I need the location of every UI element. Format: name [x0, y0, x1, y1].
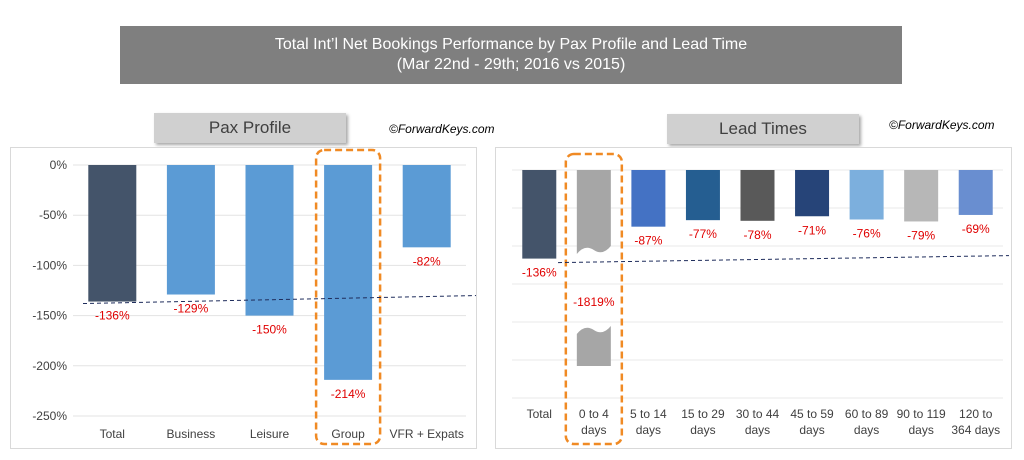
- x-tick-label: 364 days: [951, 423, 1000, 437]
- x-tick-label: Business: [167, 427, 216, 441]
- bar-15-to-29-days: [685, 170, 720, 221]
- x-tick-label: 30 to 44: [736, 407, 780, 421]
- pax-profile-chart: 0% -50% -100% -150% -200% -250% -136% Total -129…: [32, 148, 477, 446]
- value-label-60-to-89-days: -76%: [853, 227, 881, 241]
- x-tick-label: 5 to 14: [630, 407, 667, 421]
- x-tick-label: days: [690, 423, 715, 437]
- x-tick-label: 45 to 59: [790, 407, 834, 421]
- bar-total: [522, 170, 557, 259]
- value-label-business: -129%: [174, 302, 209, 316]
- bar-45-to-59-days: [795, 170, 830, 217]
- x-tick-label: 15 to 29: [681, 407, 725, 421]
- bar-total: [88, 165, 137, 302]
- value-label-0-to-4-days: -1819%: [573, 295, 615, 309]
- y-tick-label: -250%: [32, 409, 67, 423]
- copyright-right: ©ForwardKeys.com: [889, 118, 995, 132]
- value-label-total: -136%: [522, 266, 557, 280]
- x-tick-label: days: [581, 423, 606, 437]
- x-tick-label: days: [908, 423, 933, 437]
- value-label-5-to-14-days: -87%: [634, 234, 662, 248]
- x-tick-label: Total: [100, 427, 125, 441]
- highlight-box: [564, 152, 624, 446]
- bar-leisure: [245, 165, 294, 316]
- value-label-45-to-59-days: -71%: [798, 223, 826, 237]
- value-label-120-to-364-days: -69%: [962, 222, 990, 236]
- x-tick-label: days: [799, 423, 824, 437]
- x-tick-label: 90 to 119: [897, 407, 946, 421]
- x-tick-label: days: [636, 423, 661, 437]
- bar-90-to-119-days: [904, 170, 939, 222]
- value-label-vfr-expats: -82%: [413, 254, 441, 268]
- pax-profile-panel: 0% -50% -100% -150% -200% -250% -136% Total -129…: [10, 147, 477, 449]
- bar-0-to-4-days-lower: [576, 326, 611, 366]
- x-tick-label: 60 to 89: [845, 407, 889, 421]
- x-tick-label: VFR + Expats: [390, 427, 464, 441]
- value-label-30-to-44-days: -78%: [743, 228, 771, 242]
- lead-times-chart: -136% Total -1819% 0 to 4 days -87% 5 to 14 day…: [512, 152, 1010, 446]
- y-tick-label: -50%: [39, 208, 67, 222]
- bar-120-to-364-days: [958, 170, 993, 215]
- chart-title-line1: Total Int’l Net Bookings Performance by …: [274, 36, 748, 53]
- benchmark-line: [557, 255, 1010, 264]
- bar-business: [166, 165, 215, 295]
- chart-title-line2: (Mar 22nd - 29th; 2016 vs 2015): [396, 56, 626, 73]
- bar-vfr-expats: [402, 165, 451, 248]
- value-label-15-to-29-days: -77%: [689, 227, 717, 241]
- value-label-group: -214%: [331, 387, 366, 401]
- y-tick-label: -100%: [32, 258, 67, 272]
- x-tick-label: 120 to: [959, 407, 993, 421]
- pax-profile-tab: Pax Profile: [154, 113, 346, 143]
- x-tick-label: Total: [527, 407, 552, 421]
- x-tick-label: Leisure: [250, 427, 290, 441]
- y-tick-label: 0%: [50, 158, 68, 172]
- bar-30-to-44-days: [740, 170, 775, 221]
- value-label-total: -136%: [95, 309, 130, 323]
- x-tick-label: Group: [331, 427, 365, 441]
- bar-group: [324, 165, 373, 380]
- lead-times-panel: -136% Total -1819% 0 to 4 days -87% 5 to 14 day…: [495, 147, 1012, 449]
- value-label-leisure: -150%: [252, 323, 287, 337]
- lead-times-tab: Lead Times: [667, 114, 859, 144]
- bar-60-to-89-days: [849, 170, 884, 220]
- bar-0-to-4-days: [576, 170, 611, 366]
- chart-title-banner: Total Int’l Net Bookings Performance by …: [120, 26, 902, 84]
- copyright-left: ©ForwardKeys.com: [389, 122, 495, 136]
- y-tick-label: -200%: [32, 359, 67, 373]
- x-tick-label: days: [745, 423, 770, 437]
- value-label-90-to-119-days: -79%: [907, 228, 935, 242]
- x-tick-label: days: [854, 423, 879, 437]
- bar-0-to-4-days-upper: [576, 170, 611, 254]
- bar-5-to-14-days: [631, 170, 666, 227]
- benchmark-line: [82, 295, 477, 305]
- x-tick-label: 0 to 4: [579, 407, 609, 421]
- y-tick-label: -150%: [32, 309, 67, 323]
